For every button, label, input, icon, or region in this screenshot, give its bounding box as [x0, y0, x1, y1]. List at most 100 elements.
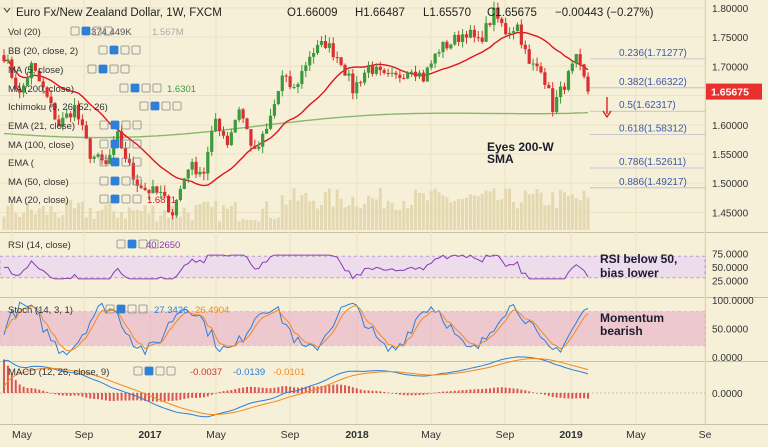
volume-bar	[237, 221, 241, 230]
legend-control-icon[interactable]	[172, 101, 182, 111]
legend-control-icon[interactable]	[109, 64, 119, 74]
legend-control-icon[interactable]	[144, 366, 154, 376]
legend-control-icon[interactable]	[120, 45, 130, 55]
legend-control-icon[interactable]	[109, 45, 119, 55]
legend-control-icon[interactable]	[133, 366, 143, 376]
stoch-label[interactable]: Stoch (14, 3, 1)	[8, 305, 73, 316]
indicator-label-ma5[interactable]: MA (5, close)	[8, 65, 63, 76]
legend-control-icon[interactable]	[132, 176, 142, 186]
legend-control-icon[interactable]	[99, 120, 109, 130]
legend-control-icon[interactable]	[110, 176, 120, 186]
legend-control-icon[interactable]	[98, 45, 108, 55]
legend-control-icon[interactable]	[81, 26, 91, 36]
macd-histogram-bar	[191, 393, 194, 398]
indicator-label-vol[interactable]: Vol (20)	[8, 27, 41, 38]
last-price-label: 1.65675	[711, 87, 749, 99]
volume-bar	[159, 215, 163, 230]
legend-control-icon[interactable]	[103, 26, 113, 36]
legend-control-icon[interactable]	[121, 176, 131, 186]
macd-histogram-bar	[524, 390, 527, 393]
volume-bar	[182, 207, 186, 230]
indicator-label-ma200[interactable]: MA (200, close)	[8, 84, 74, 95]
volume-bar	[531, 193, 535, 230]
legend-control-icon[interactable]	[149, 239, 159, 249]
indicator-label-bb[interactable]: BB (20, close, 2)	[8, 46, 78, 57]
macd-histogram-bar	[418, 393, 421, 396]
macd-histogram-bar	[567, 393, 570, 399]
legend-control-icon[interactable]	[110, 139, 120, 149]
legend-control-icon[interactable]	[138, 304, 148, 314]
legend-control-icon[interactable]	[166, 366, 176, 376]
candle-body	[41, 81, 45, 88]
legend-control-icon[interactable]	[121, 157, 131, 167]
collapse-chevron-icon[interactable]	[3, 7, 11, 13]
indicator-legend: Vol (20) 374.449K 1.567M BB (20, close, …	[8, 27, 196, 206]
legend-control-icon[interactable]	[132, 139, 142, 149]
legend-control-icon[interactable]	[150, 101, 160, 111]
legend-control-icon[interactable]	[132, 157, 142, 167]
legend-control-icon[interactable]	[161, 101, 171, 111]
volume-bar	[378, 188, 382, 230]
stoch-k-value: 27.3426	[154, 305, 188, 316]
volume-bar	[96, 211, 100, 230]
legend-control-icon[interactable]	[99, 139, 109, 149]
legend-control-icon[interactable]	[120, 64, 130, 74]
legend-control-icon[interactable]	[121, 194, 131, 204]
candle-body	[131, 162, 135, 180]
legend-control-icon[interactable]	[99, 157, 109, 167]
legend-control-icon[interactable]	[70, 26, 80, 36]
legend-control-icon[interactable]	[119, 83, 129, 93]
volume-bar	[512, 202, 516, 230]
volume-bars	[2, 188, 590, 230]
macd-histogram-bar	[571, 393, 574, 399]
macd-histogram-bar	[14, 380, 17, 393]
legend-control-icon[interactable]	[130, 83, 140, 93]
indicator-label-ema21[interactable]: EMA (21, close)	[8, 121, 75, 132]
candle-body	[10, 59, 14, 78]
annotations: Eyes 200-W SMA RSI below 50, bias lower …	[487, 140, 677, 338]
legend-control-icon[interactable]	[127, 239, 137, 249]
legend-control-icon[interactable]	[110, 194, 120, 204]
indicator-label-ma50[interactable]: MA (50, close)	[8, 177, 69, 188]
candle-body	[323, 40, 327, 48]
legend-control-icon[interactable]	[127, 304, 137, 314]
volume-bar	[57, 217, 61, 230]
indicator-label-ema[interactable]: EMA (	[8, 158, 35, 169]
legend-control-icon[interactable]	[99, 194, 109, 204]
candle-body	[276, 91, 280, 105]
legend-control-icon[interactable]	[116, 239, 126, 249]
stoch-tick-label: 0.0000	[712, 353, 743, 364]
legend-control-icon[interactable]	[139, 101, 149, 111]
indicator-label-ma100[interactable]: MA (100, close)	[8, 140, 74, 151]
legend-control-icon[interactable]	[132, 194, 142, 204]
macd-label[interactable]: MACD (12, 26, close, 9)	[8, 367, 109, 378]
indicator-label-ma20[interactable]: MA (20, close)	[8, 195, 69, 206]
volume-bar	[374, 199, 378, 230]
legend-control-icon[interactable]	[98, 64, 108, 74]
legend-control-icon[interactable]	[132, 120, 142, 130]
legend-control-icon[interactable]	[141, 83, 151, 93]
legend-control-icon[interactable]	[99, 176, 109, 186]
indicator-value-ma200: 1.6301	[167, 84, 196, 95]
legend-control-icon[interactable]	[105, 304, 115, 314]
legend-control-icon[interactable]	[131, 45, 141, 55]
volume-bar	[574, 198, 578, 230]
symbol-title[interactable]: Euro Fx/New Zealand Dollar, 1W, FXCM	[16, 7, 222, 19]
legend-control-icon[interactable]	[116, 304, 126, 314]
legend-control-icon[interactable]	[110, 120, 120, 130]
legend-control-icon[interactable]	[121, 120, 131, 130]
legend-control-icon[interactable]	[87, 64, 97, 74]
candle-body	[123, 148, 128, 160]
legend-control-icon[interactable]	[92, 26, 102, 36]
legend-control-icon[interactable]	[155, 366, 165, 376]
legend-control-icon[interactable]	[110, 157, 120, 167]
legend-control-icon[interactable]	[152, 83, 162, 93]
legend-control-icon[interactable]	[121, 139, 131, 149]
indicator-label-ichimoku[interactable]: Ichimoku (9, 26, 52, 26)	[8, 102, 108, 113]
rsi-label[interactable]: RSI (14, close)	[8, 240, 71, 251]
candle-body	[245, 118, 249, 130]
candle-body	[182, 178, 186, 189]
candle-body	[210, 131, 214, 152]
legend-control-icon[interactable]	[138, 239, 148, 249]
